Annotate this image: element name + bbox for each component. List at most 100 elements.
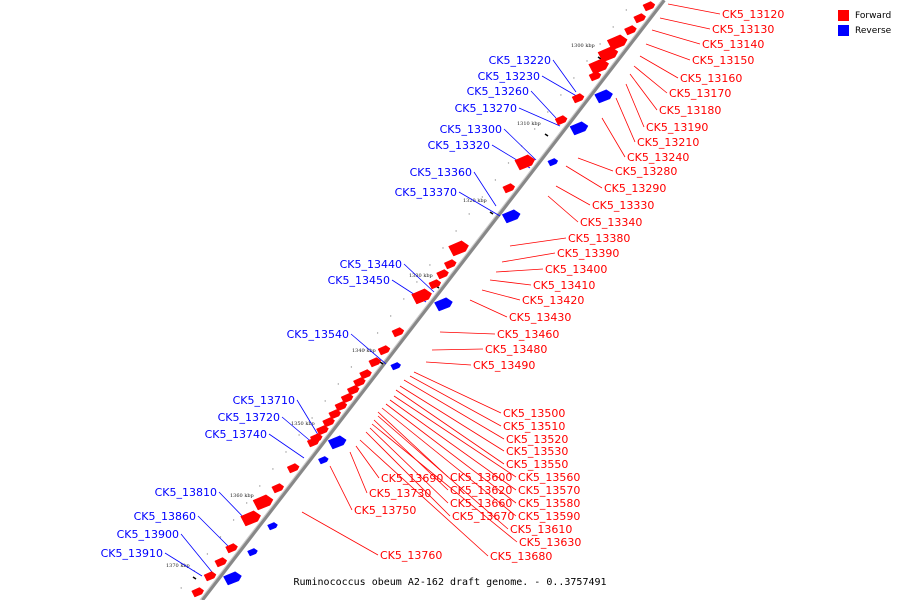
gene-label-ck5-13860[interactable]: CK5_13860	[134, 510, 196, 523]
gene-label-ck5-13510[interactable]: CK5_13510	[503, 420, 565, 433]
gene-arrow[interactable]	[428, 279, 442, 290]
gene-label-ck5-13530[interactable]: CK5_13530	[506, 445, 568, 458]
gene-label-ck5-13720[interactable]: CK5_13720	[218, 411, 280, 424]
gene-label-ck5-13660[interactable]: CK5_13660	[450, 497, 512, 510]
gene-arrow[interactable]	[327, 435, 347, 450]
gene-label-ck5-13230[interactable]: CK5_13230	[478, 70, 540, 83]
gene-label-ck5-13360[interactable]: CK5_13360	[410, 166, 472, 179]
gene-label-ck5-13480[interactable]: CK5_13480	[485, 343, 547, 356]
gene-arrow[interactable]	[569, 121, 589, 136]
gene-arrow[interactable]	[588, 58, 610, 75]
gene-label-ck5-13450[interactable]: CK5_13450	[328, 274, 390, 287]
gene-label-ck5-13290[interactable]: CK5_13290	[604, 182, 666, 195]
gene-arrow[interactable]	[306, 437, 320, 448]
gene-arrow[interactable]	[214, 557, 228, 568]
gene-arrow[interactable]	[514, 154, 536, 171]
gene-label-ck5-13320[interactable]: CK5_13320	[428, 139, 490, 152]
gene-label-ck5-13620[interactable]: CK5_13620	[450, 484, 512, 497]
gene-label-ck5-13160[interactable]: CK5_13160	[680, 72, 742, 85]
gene-arrow[interactable]	[411, 288, 432, 305]
gene-arrow[interactable]	[191, 587, 205, 598]
gene-arrow[interactable]	[443, 259, 457, 270]
gene-label-ck5-13210[interactable]: CK5_13210	[637, 136, 699, 149]
gene-label-ck5-13810[interactable]: CK5_13810	[155, 486, 217, 499]
gene-label-ck5-13420[interactable]: CK5_13420	[522, 294, 584, 307]
gene-arrow[interactable]	[286, 463, 300, 474]
gene-arrow[interactable]	[624, 25, 637, 36]
gene-label-ck5-13170[interactable]: CK5_13170	[669, 87, 731, 100]
gene-arrow[interactable]	[377, 345, 391, 356]
gene-label-ck5-13600[interactable]: CK5_13600	[450, 471, 512, 484]
gene-label-ck5-13670[interactable]: CK5_13670	[452, 510, 514, 523]
gene-label-ck5-13180[interactable]: CK5_13180	[659, 104, 721, 117]
gene-label-ck5-13710[interactable]: CK5_13710	[233, 394, 295, 407]
gene-label-ck5-13240[interactable]: CK5_13240	[627, 151, 689, 164]
grid-dot	[298, 434, 300, 436]
gene-label-ck5-13490[interactable]: CK5_13490	[473, 359, 535, 372]
gene-label-ck5-13580[interactable]: CK5_13580	[518, 497, 580, 510]
gene-label-ck5-13130[interactable]: CK5_13130	[712, 23, 774, 36]
gene-label-ck5-13370[interactable]: CK5_13370	[395, 186, 457, 199]
gene-label-ck5-13910[interactable]: CK5_13910	[101, 547, 163, 560]
gene-label-ck5-13550[interactable]: CK5_13550	[506, 458, 568, 471]
gene-label-ck5-13730[interactable]: CK5_13730	[369, 487, 431, 500]
gene-arrow[interactable]	[502, 183, 516, 194]
gene-arrow[interactable]	[223, 571, 242, 586]
gene-label-ck5-13300[interactable]: CK5_13300	[440, 123, 502, 136]
gene-label-ck5-13400[interactable]: CK5_13400	[545, 263, 607, 276]
gene-label-ck5-13760[interactable]: CK5_13760	[380, 549, 442, 562]
gene-label-ck5-13120[interactable]: CK5_13120	[722, 8, 784, 21]
gene-arrow[interactable]	[252, 494, 274, 511]
gene-arrow[interactable]	[436, 269, 449, 280]
gene-arrow[interactable]	[247, 548, 258, 557]
gene-arrow[interactable]	[642, 1, 656, 12]
gene-label-ck5-13140[interactable]: CK5_13140	[702, 38, 764, 51]
gene-label-ck5-13540[interactable]: CK5_13540	[287, 328, 349, 341]
gene-arrow[interactable]	[633, 13, 647, 24]
gene-label-ck5-13630[interactable]: CK5_13630	[519, 536, 581, 549]
gene-label-ck5-13750[interactable]: CK5_13750	[354, 504, 416, 517]
gene-arrow[interactable]	[368, 357, 382, 368]
gene-arrow[interactable]	[203, 571, 217, 582]
gene-arrow[interactable]	[554, 115, 568, 126]
gene-arrow[interactable]	[501, 209, 521, 224]
gene-arrow[interactable]	[547, 158, 559, 167]
genome-backbone	[200, 0, 666, 600]
gene-label-ck5-13520[interactable]: CK5_13520	[506, 433, 568, 446]
gene-label-ck5-13340[interactable]: CK5_13340	[580, 216, 642, 229]
gene-arrow[interactable]	[594, 89, 613, 104]
gene-arrow[interactable]	[225, 543, 238, 554]
gene-label-ck5-13680[interactable]: CK5_13680	[490, 550, 552, 563]
gene-label-ck5-13280[interactable]: CK5_13280	[615, 165, 677, 178]
gene-label-ck5-13220[interactable]: CK5_13220	[489, 54, 551, 67]
gene-label-ck5-13190[interactable]: CK5_13190	[646, 121, 708, 134]
gene-label-ck5-13900[interactable]: CK5_13900	[117, 528, 179, 541]
gene-label-ck5-13590[interactable]: CK5_13590	[518, 510, 580, 523]
gene-label-ck5-13260[interactable]: CK5_13260	[467, 85, 529, 98]
gene-label-ck5-13380[interactable]: CK5_13380	[568, 232, 630, 245]
gene-label-ck5-13330[interactable]: CK5_13330	[592, 199, 654, 212]
gene-label-ck5-13570[interactable]: CK5_13570	[518, 484, 580, 497]
gene-label-ck5-13740[interactable]: CK5_13740	[205, 428, 267, 441]
gene-label-ck5-13150[interactable]: CK5_13150	[692, 54, 754, 67]
gene-arrow[interactable]	[271, 483, 285, 494]
gene-label-ck5-13560[interactable]: CK5_13560	[518, 471, 580, 484]
gene-arrow[interactable]	[434, 297, 453, 312]
gene-label-ck5-13460[interactable]: CK5_13460	[497, 328, 559, 341]
gene-label-ck5-13390[interactable]: CK5_13390	[557, 247, 619, 260]
gene-label-ck5-13270[interactable]: CK5_13270	[455, 102, 517, 115]
gene-arrow[interactable]	[240, 510, 262, 527]
gene-label-ck5-13410[interactable]: CK5_13410	[533, 279, 595, 292]
gene-arrow[interactable]	[391, 327, 405, 338]
gene-arrow[interactable]	[390, 362, 402, 371]
gene-arrow[interactable]	[317, 456, 329, 465]
gene-arrow[interactable]	[267, 522, 278, 531]
gene-label-ck5-13500[interactable]: CK5_13500	[503, 407, 565, 420]
gene-arrow[interactable]	[571, 93, 585, 104]
gene-arrow[interactable]	[448, 240, 469, 257]
gene-label-ck5-13430[interactable]: CK5_13430	[509, 311, 571, 324]
gene-label-ck5-13610[interactable]: CK5_13610	[510, 523, 572, 536]
gene-label-ck5-13690[interactable]: CK5_13690	[381, 472, 443, 485]
gene-label-ck5-13440[interactable]: CK5_13440	[340, 258, 402, 271]
gene-arrow[interactable]	[588, 71, 602, 82]
